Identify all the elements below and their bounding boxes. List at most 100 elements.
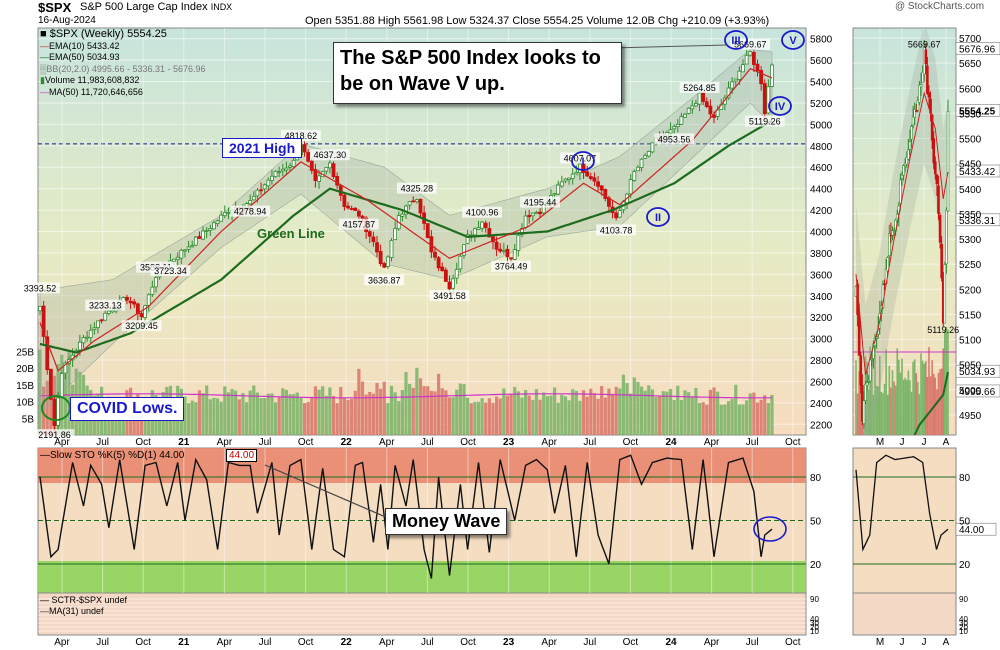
- annotation-bg: [429, 289, 470, 301]
- volume-bar: [259, 398, 263, 435]
- candle-body: [273, 170, 278, 178]
- inset-value-box: [955, 213, 1000, 227]
- candle-body: [52, 399, 57, 426]
- volume-bar: [313, 386, 318, 435]
- candle-body: [501, 249, 506, 252]
- inset-volume-bar: [856, 393, 859, 435]
- wave-label: I: [581, 156, 584, 168]
- volume-bar: [708, 389, 712, 435]
- volume-bar: [67, 352, 71, 435]
- volume-bar: [643, 390, 647, 435]
- inset-candle-body: [916, 100, 920, 111]
- volume-bar: [676, 385, 680, 435]
- inset-candle-body: [857, 314, 861, 356]
- volume-bar: [748, 393, 752, 435]
- candle-body: [762, 83, 767, 114]
- candle-body: [498, 248, 503, 252]
- annotation-bg: [281, 129, 321, 141]
- candle-body: [741, 64, 745, 73]
- volume-bar: [364, 394, 368, 435]
- annotation-bg: [230, 205, 271, 217]
- volume-bar: [408, 383, 412, 435]
- candle-body: [41, 305, 46, 337]
- ema10-line: [39, 67, 773, 372]
- volume-tick-label: 5B: [22, 414, 35, 425]
- inset-stoch-value: 44.00: [959, 525, 984, 536]
- volume-bar: [520, 397, 524, 435]
- candle-body: [563, 178, 568, 182]
- volume-bar: [697, 402, 702, 435]
- candle-body: [462, 244, 466, 256]
- inset-value-label: 5676.96: [959, 45, 996, 56]
- volume-bar: [509, 394, 513, 435]
- candle-body: [759, 70, 764, 85]
- x-tick-label: Jul: [421, 437, 434, 448]
- candle-body: [255, 189, 260, 197]
- volume-bar: [447, 397, 452, 435]
- candle-body: [193, 236, 198, 246]
- volume-bar: [745, 400, 749, 435]
- volume-bar: [42, 386, 46, 435]
- volume-bar: [759, 399, 763, 435]
- volume-bar: [389, 385, 394, 435]
- candle-body: [186, 246, 191, 250]
- volume-bar: [230, 388, 234, 435]
- candle-body: [636, 166, 640, 172]
- volume-bar: [552, 387, 557, 435]
- candle-body: [139, 313, 144, 318]
- inset-candle-body: [930, 114, 934, 141]
- volume-bar: [440, 388, 444, 435]
- volume-bar: [379, 388, 383, 435]
- inset-candle-body: [935, 174, 939, 184]
- candle-body: [342, 194, 347, 207]
- inset-volume-bar: [947, 329, 949, 435]
- x-tick-label-bottom: Jul: [421, 637, 434, 648]
- candle-body: [628, 179, 633, 195]
- price-annotation: 3723.34: [154, 266, 187, 276]
- inset-y-tick-label: 5000: [959, 386, 982, 397]
- y-tick-label: 4600: [810, 163, 833, 174]
- inset-candle-body: [937, 185, 940, 214]
- inset-volume-bar: [901, 358, 903, 435]
- chart-date: 16-Aug-2024: [38, 15, 96, 26]
- volume-bar: [248, 390, 252, 435]
- candle-body: [212, 222, 216, 230]
- legend-ema50: —EMA(50) 5034.93: [40, 52, 120, 62]
- inset-stoch-value-box: [955, 522, 997, 536]
- inset-sctr-tick: 90: [959, 595, 968, 604]
- inset-candle-body: [868, 359, 872, 382]
- volume-bar: [462, 384, 466, 435]
- candle-body: [632, 171, 637, 181]
- candle-body: [172, 258, 176, 262]
- candle-body: [63, 362, 68, 374]
- inset-y-tick-label: 4950: [959, 411, 982, 422]
- inset-candle-body: [918, 84, 921, 103]
- inset-volume-bar: [871, 352, 873, 435]
- annotation-bg: [20, 282, 60, 294]
- volume-bar: [458, 383, 462, 435]
- y-tick-label: 3400: [810, 292, 833, 303]
- candle-body: [77, 341, 82, 351]
- x-tick-label-bottom: Oct: [623, 637, 639, 648]
- y-tick-label: 5600: [810, 56, 833, 67]
- volume-bar: [581, 390, 586, 435]
- candle-body: [520, 228, 524, 236]
- sctr-tick-label: 20: [810, 623, 819, 632]
- annotation-bg: [730, 38, 771, 50]
- volume-bar: [556, 402, 560, 435]
- inset-volume-bar: [898, 359, 900, 435]
- volume-bar: [433, 391, 437, 435]
- volume-bar: [694, 387, 698, 435]
- volume-bar: [226, 392, 231, 435]
- candle-body: [38, 306, 42, 312]
- candle-body: [331, 163, 336, 178]
- x-tick-label-bottom: Apr: [704, 637, 720, 648]
- volume-bar: [375, 382, 379, 435]
- inset-candle-body: [908, 141, 912, 150]
- inset-y-tick-label: 5450: [959, 160, 982, 171]
- x-tick-label: Jul: [583, 437, 596, 448]
- x-tick-label-bottom: Apr: [541, 637, 557, 648]
- candle-body: [668, 129, 673, 134]
- inset-candle-body: [889, 234, 893, 237]
- candle-body: [204, 229, 209, 232]
